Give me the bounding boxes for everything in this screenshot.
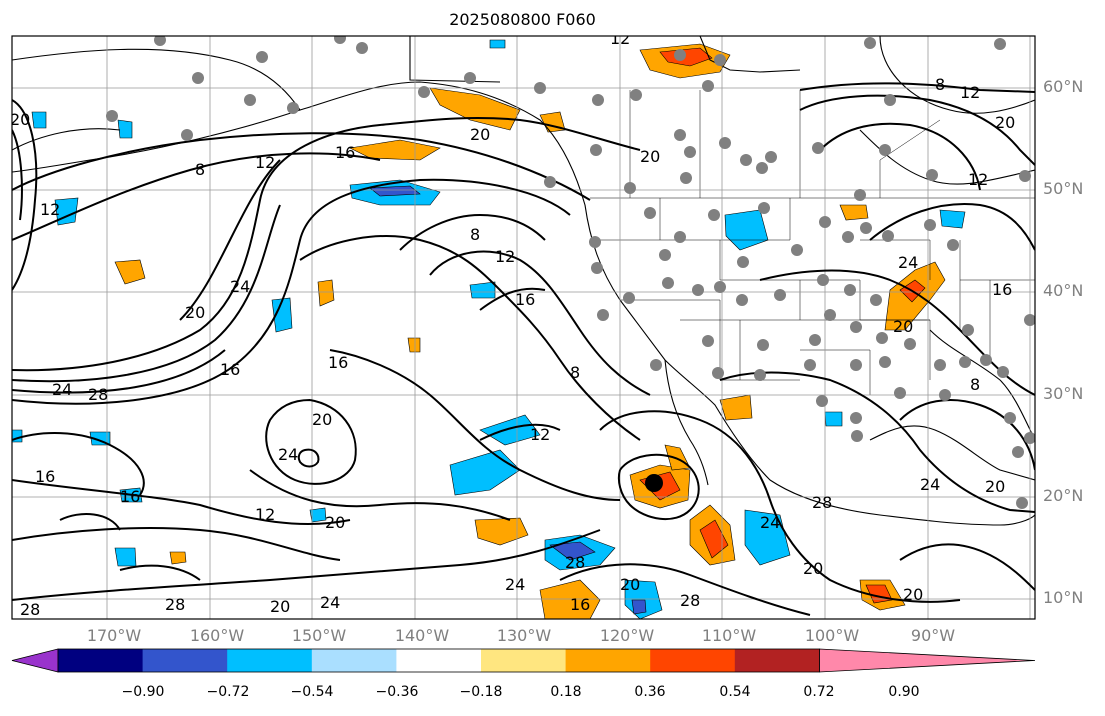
colorbar-swatch (142, 649, 228, 672)
contour-label: 8 (195, 160, 205, 179)
colorbar-swatch (650, 649, 736, 672)
contour-label: 24 (920, 475, 940, 494)
graticule (12, 36, 1035, 619)
lon-label-170w: 170°W (86, 626, 142, 645)
colorbar-extend-max (819, 648, 1036, 673)
colorbar-swatch (396, 649, 482, 672)
contour-label: 24 (52, 380, 72, 399)
colorbar-extend-min (11, 648, 59, 673)
contour-label: 8 (470, 225, 480, 244)
lon-label-140w: 140°W (394, 626, 450, 645)
contour-label: 20 (803, 559, 823, 578)
colorbar-swatch (565, 649, 651, 672)
contour-label: 20 (640, 147, 660, 166)
contour-label: 8 (570, 363, 580, 382)
contour-label: 16 (515, 290, 535, 309)
contour-label: 16 (335, 143, 355, 162)
lon-label-110w: 110°W (701, 626, 757, 645)
station-dots (106, 36, 1035, 509)
contour-label: 28 (812, 493, 832, 512)
contour-label: 12 (255, 505, 275, 524)
lon-label-100w: 100°W (804, 626, 860, 645)
lon-label-90w: 90°W (910, 626, 956, 645)
colorbar-swatch (481, 649, 567, 672)
contour-label: 12 (255, 153, 275, 172)
contour-label: 24 (760, 513, 780, 532)
colorbar-label: −0.54 (290, 684, 334, 700)
contour-label: 12 (530, 425, 550, 444)
lat-label-50n: 50°N (1043, 179, 1084, 198)
height-contours (12, 82, 1035, 616)
colorbar-label: 0.36 (634, 684, 666, 700)
colorbar-swatch (227, 649, 313, 672)
contour-label: 20 (995, 113, 1015, 132)
colorbar-label: −0.90 (121, 684, 165, 700)
map-frame (11, 35, 1036, 620)
state-boundaries (590, 90, 1035, 395)
contour-label: 16 (35, 467, 55, 486)
lat-label-40n: 40°N (1043, 281, 1084, 300)
storm-center-marker (645, 474, 663, 492)
contour-label: 20 (985, 477, 1005, 496)
contour-label: 24 (230, 277, 250, 296)
contour-label: 20 (470, 125, 490, 144)
contour-label: 28 (88, 385, 108, 404)
contour-label: 20 (325, 513, 345, 532)
colorbar (11, 648, 1036, 673)
contour-label: 28 (565, 553, 585, 572)
contour-label: 20 (903, 585, 923, 604)
colorbar-label: 0.18 (550, 684, 582, 700)
contour-label: 24 (505, 575, 525, 594)
colorbar-label: 0.72 (803, 684, 835, 700)
colorbar-label: −0.18 (459, 684, 503, 700)
contour-label: 28 (165, 595, 185, 614)
positive-anomaly-fields (114, 43, 946, 619)
colorbar-border (57, 648, 820, 673)
contour-label: 24 (898, 253, 918, 272)
contour-label: 16 (570, 595, 590, 614)
contour-label: 24 (320, 593, 340, 612)
contour-label: 28 (680, 591, 700, 610)
contour-label: 12 (610, 29, 630, 48)
lon-label-130w: 130°W (496, 626, 552, 645)
contour-label: 16 (328, 353, 348, 372)
contour-label: 16 (220, 360, 240, 379)
lon-label-160w: 160°W (189, 626, 245, 645)
contour-label: 20 (185, 303, 205, 322)
contour-label: 16 (992, 280, 1012, 299)
contour-label: 12 (495, 247, 515, 266)
lat-label-60n: 60°N (1043, 77, 1084, 96)
contour-label: 16 (120, 487, 140, 506)
colorbar-label: 0.54 (719, 684, 751, 700)
contour-label: 20 (312, 410, 332, 429)
contour-label: 8 (970, 375, 980, 394)
map-plot-area: 8 12 16 8 12 16 16 20 24 20 12 16 24 28 … (10, 29, 1035, 619)
colorbar-label: −0.72 (206, 684, 250, 700)
contour-label: 24 (278, 445, 298, 464)
contour-label: 12 (960, 83, 980, 102)
contour-labels: 8 12 16 8 12 16 16 20 24 20 12 16 24 28 … (10, 29, 1015, 619)
colorbar-label: −0.36 (375, 684, 419, 700)
contour-label: 12 (968, 170, 988, 189)
lat-label-20n: 20°N (1043, 486, 1084, 505)
contour-label: 20 (270, 597, 290, 616)
contour-label: 20 (893, 317, 913, 336)
lat-label-10n: 10°N (1043, 588, 1084, 607)
colorbar-swatch (734, 649, 820, 672)
colorbar-label: 0.90 (888, 684, 920, 700)
contour-label: 20 (620, 575, 640, 594)
lat-label-30n: 30°N (1043, 384, 1084, 403)
map-title: 2025080800 F060 (449, 10, 596, 29)
contour-label: 12 (40, 200, 60, 219)
colorbar-swatch (311, 649, 397, 672)
contour-label: 8 (935, 75, 945, 94)
lon-label-150w: 150°W (291, 626, 347, 645)
contour-label: 20 (10, 110, 30, 129)
colorbar-swatch (58, 649, 144, 672)
lon-label-120w: 120°W (599, 626, 655, 645)
contour-label: 28 (20, 600, 40, 619)
